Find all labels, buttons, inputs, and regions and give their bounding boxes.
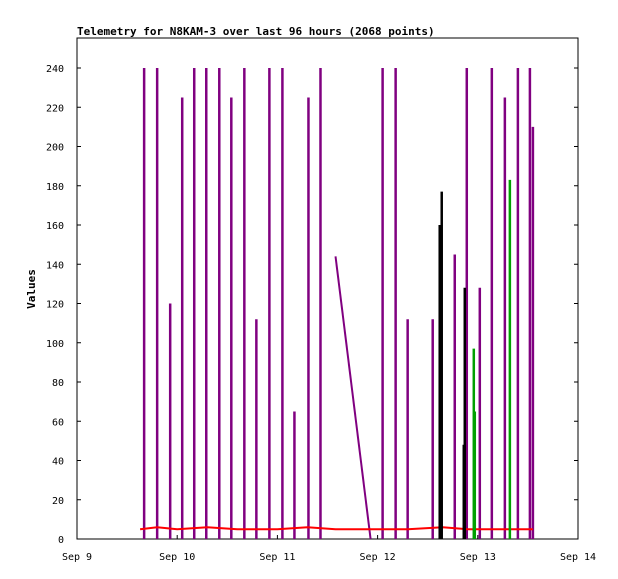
y-tick-label: 240 (46, 64, 64, 75)
y-tick-label: 40 (52, 457, 64, 468)
y-tick-label: 120 (46, 300, 64, 311)
plot-area (76, 37, 579, 540)
x-tick-label: Sep 13 (460, 552, 496, 563)
x-tick-label: Sep 10 (159, 552, 195, 563)
y-tick-label: 20 (52, 496, 64, 507)
x-axis: Sep 9 Sep 10 Sep 11 Sep 12 Sep 13 Sep 14 (62, 535, 596, 563)
y-tick-label: 220 (46, 103, 64, 114)
y-tick-label: 200 (46, 143, 64, 154)
y-tick-label: 80 (52, 378, 64, 389)
y-axis-label: Values (25, 269, 38, 309)
y-axis: 0 20 40 60 80 100 120 140 160 180 200 220 240 (46, 64, 578, 546)
chart-title: Telemetry for N8KAM-3 over last 96 hours… (77, 25, 435, 38)
series-layer (139, 68, 535, 540)
y-tick-label: 140 (46, 260, 64, 271)
x-tick-label: Sep 9 (62, 552, 92, 563)
y-tick-label: 100 (46, 339, 64, 350)
y-tick-label: 60 (52, 417, 64, 428)
y-tick-label: 180 (46, 182, 64, 193)
y-tick-label: 0 (58, 535, 64, 546)
x-tick-label: Sep 11 (259, 552, 295, 563)
y-tick-label: 160 (46, 221, 64, 232)
x-tick-label: Sep 14 (560, 552, 596, 563)
series-0-diagonal (334, 256, 372, 540)
x-tick-label: Sep 12 (360, 552, 396, 563)
